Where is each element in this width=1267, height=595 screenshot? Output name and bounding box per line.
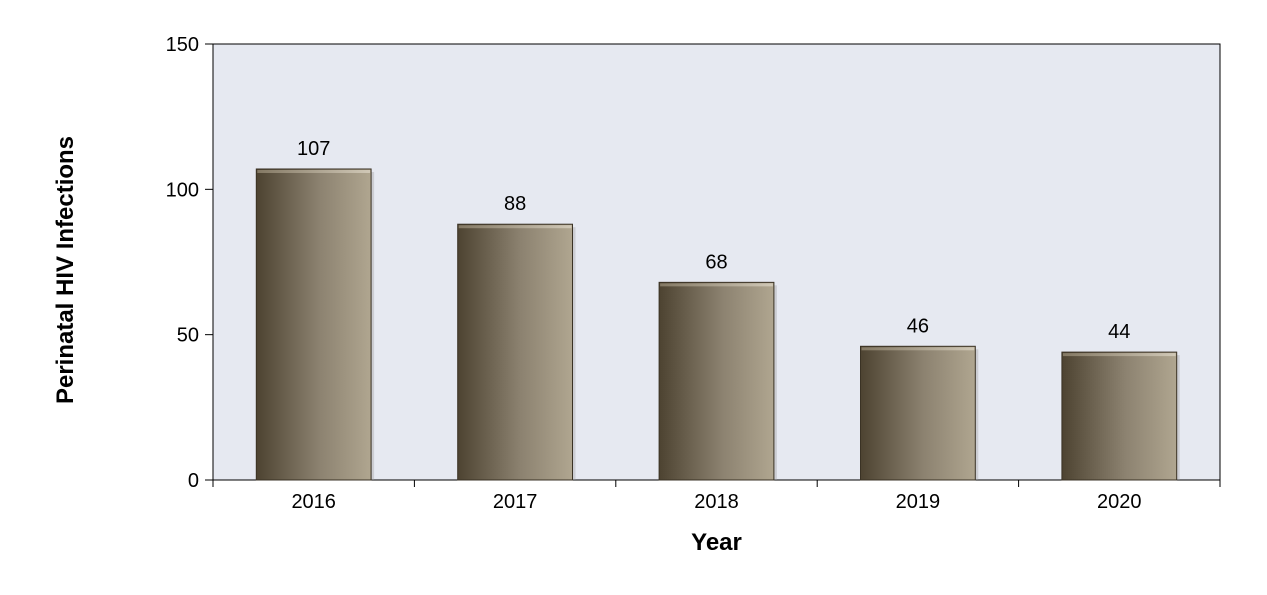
bar-2016 (255, 168, 372, 481)
data-label-2016: 107 (297, 138, 330, 160)
x-tick-label-2019: 2019 (896, 491, 941, 513)
bar-top-bevel (861, 347, 975, 351)
y-tick-label: 0 (188, 470, 199, 492)
y-axis-title: Perinatal HIV Infections (52, 136, 79, 404)
bar-2018 (658, 281, 775, 481)
y-tick-label: 150 (166, 34, 199, 56)
bar-2017 (457, 223, 573, 481)
data-label-2018: 68 (705, 251, 727, 273)
bar-2020 (1061, 351, 1178, 481)
x-axis-title: Year (691, 529, 742, 556)
bar-top-bevel (1062, 353, 1176, 357)
bar-2019 (860, 345, 976, 481)
x-tick-label-2016: 2016 (291, 491, 336, 513)
x-tick-label-2018: 2018 (694, 491, 739, 513)
bars (255, 168, 1180, 481)
y-axis: 0 50 100 150 (166, 34, 213, 492)
y-tick-label: 100 (166, 179, 199, 201)
data-labels: 107 88 68 46 44 (297, 138, 1130, 343)
data-label-2019: 46 (907, 315, 929, 337)
x-axis: 2016 2017 2018 2019 2020 (212, 480, 1221, 513)
x-tick-label-2020: 2020 (1097, 491, 1142, 513)
bar-top-bevel (257, 169, 371, 173)
data-label-2017: 88 (504, 193, 526, 215)
data-label-2020: 44 (1108, 321, 1130, 343)
y-tick-label: 50 (177, 325, 199, 347)
bar-top-bevel (660, 283, 773, 287)
bar-top-bevel (458, 225, 572, 229)
x-tick-label-2017: 2017 (493, 491, 538, 513)
